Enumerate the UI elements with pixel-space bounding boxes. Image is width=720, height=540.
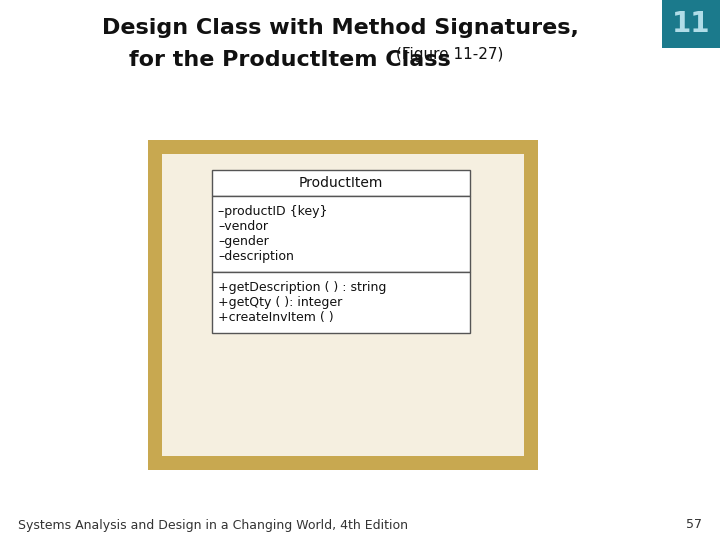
Bar — [212, 272, 470, 333]
Text: –gender: –gender — [218, 235, 269, 248]
Bar — [212, 196, 470, 272]
Text: 57: 57 — [686, 518, 702, 531]
Bar — [148, 140, 538, 470]
Text: –vendor: –vendor — [218, 220, 268, 233]
Bar — [662, 0, 720, 48]
Text: ProductItem: ProductItem — [299, 176, 383, 190]
Bar — [212, 170, 470, 196]
Text: (Figure 11-27): (Figure 11-27) — [396, 47, 504, 62]
Text: Design Class with Method Signatures,: Design Class with Method Signatures, — [102, 18, 578, 38]
Text: for the ProductItem Class: for the ProductItem Class — [129, 50, 451, 70]
Text: +getQty ( ): integer: +getQty ( ): integer — [218, 296, 342, 309]
Text: +getDescription ( ) : string: +getDescription ( ) : string — [218, 281, 387, 294]
Text: –description: –description — [218, 250, 294, 263]
Text: 11: 11 — [672, 10, 710, 38]
Text: +createInvItem ( ): +createInvItem ( ) — [218, 311, 333, 324]
Bar — [162, 154, 524, 456]
Text: Systems Analysis and Design in a Changing World, 4th Edition: Systems Analysis and Design in a Changin… — [18, 518, 408, 531]
Text: –productID {key}: –productID {key} — [218, 205, 328, 218]
